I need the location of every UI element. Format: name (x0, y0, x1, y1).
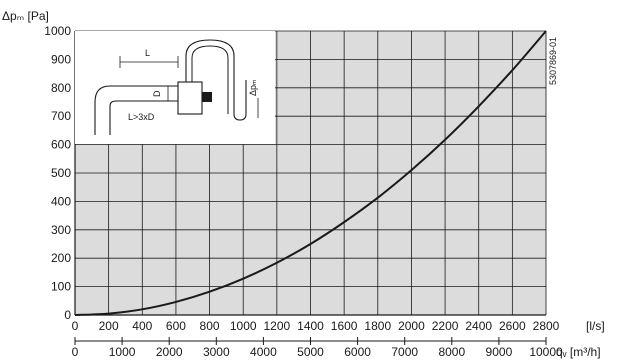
x-tick-labels: 0 200 400 600 800 1000 1200 1400 1600 1800 2000 220… (72, 319, 560, 333)
y-tick-label: 400 (51, 194, 71, 208)
x2-tick-label: 4000 (250, 345, 277, 359)
x-tick-label: 1400 (297, 319, 324, 333)
x2-tick-label: 8000 (438, 345, 465, 359)
x-tick-label: 0 (72, 319, 79, 333)
x-tick-label: 2600 (499, 319, 526, 333)
inset-manometer-tube (185, 39, 247, 121)
x2-axis-label: qᵥ [m³/h] (556, 345, 601, 359)
x2-tick-label: 5000 (297, 345, 324, 359)
y-tick-label: 1000 (44, 24, 71, 38)
x-tick-label: 2400 (465, 319, 492, 333)
x2-tick-label: 6000 (344, 345, 371, 359)
y-tick-label: 100 (51, 280, 71, 294)
x-tick-label: 2800 (533, 319, 560, 333)
figure-code: 5307869-01 (548, 37, 558, 85)
y-tick-label: 700 (51, 109, 71, 123)
inset-label-rule: L>3xD (128, 112, 155, 122)
x-tick-label: 1600 (331, 319, 358, 333)
x-axis-label: [l/s] (586, 319, 605, 333)
x2-tick-label: 3000 (203, 345, 230, 359)
y-tick-label: 300 (51, 223, 71, 237)
x2-tick-label: 2000 (156, 345, 183, 359)
x-tick-label: 1200 (264, 319, 291, 333)
series-line (74, 30, 547, 316)
inset-label-d: D (152, 90, 162, 97)
inset-duct-outer (94, 85, 178, 135)
y-tick-label: 500 (51, 166, 71, 180)
x2-tick-label: 7000 (391, 345, 418, 359)
secondary-x-axis: 0 1000 2000 3000 4000 5000 6000 7000 8000 9000 100… (72, 337, 563, 359)
x-tick-label: 400 (132, 319, 152, 333)
inset-label-dp: Δpₘ (248, 79, 258, 96)
inset-background (75, 31, 275, 144)
y-axis-label: Δpₘ [Pa] (2, 9, 49, 23)
inset-label-l: L (145, 48, 150, 58)
y-tick-label: 200 (51, 251, 71, 265)
y-tick-label: 600 (51, 138, 71, 152)
x-tick-label: 200 (99, 319, 119, 333)
y-tick-labels: 0 100 200 300 400 500 600 700 800 900 1000 (44, 24, 71, 322)
inset-diagram: L D L>3xD Δpₘ (75, 31, 275, 144)
x-tick-label: 1000 (230, 319, 257, 333)
y-tick-label: 900 (51, 52, 71, 66)
inset-duct-inner (109, 100, 178, 135)
x-tick-label: 800 (200, 319, 220, 333)
inset-sensor-body (177, 81, 203, 115)
x-tick-label: 2200 (432, 319, 459, 333)
x2-tick-label: 10000 (529, 345, 563, 359)
inset-manometer-tube-inner (191, 45, 229, 114)
inset-sensor-probe (202, 92, 212, 102)
x2-tick-label: 1000 (109, 345, 136, 359)
y-tick-label: 800 (51, 81, 71, 95)
x2-tick-label: 9000 (486, 345, 513, 359)
x2-tick-label: 0 (72, 345, 79, 359)
y-tick-label: 0 (64, 308, 71, 322)
x-tick-label: 2000 (398, 319, 425, 333)
x-tick-label: 1800 (364, 319, 391, 333)
x-tick-label: 600 (166, 319, 186, 333)
